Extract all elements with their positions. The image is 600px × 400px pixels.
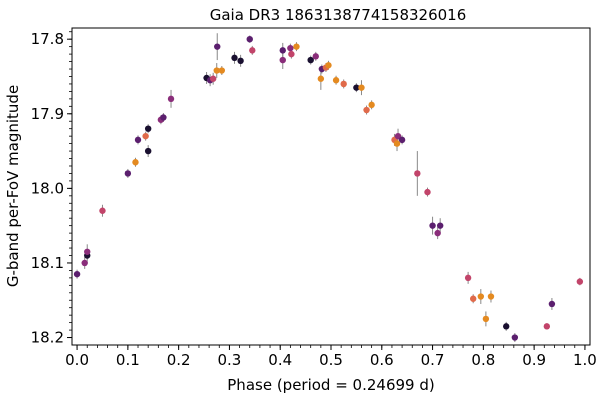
data-points [73, 35, 584, 341]
error-bars [76, 33, 581, 343]
data-point [368, 101, 375, 109]
data-point [325, 62, 332, 69]
y-tick-label: 18.1 [31, 254, 64, 272]
data-point [99, 207, 106, 214]
data-point [142, 132, 149, 140]
data-point [393, 140, 401, 147]
x-tick-label: 0.4 [268, 351, 292, 369]
data-point [487, 293, 495, 300]
y-tick-label: 18.0 [31, 179, 64, 197]
data-point [429, 222, 436, 229]
data-point [503, 323, 510, 330]
data-point [213, 67, 220, 74]
data-point [353, 84, 360, 91]
data-point [209, 75, 217, 82]
x-tick-label: 0.2 [167, 351, 191, 369]
data-point [464, 274, 472, 282]
data-point [340, 80, 347, 88]
plot-frame [71, 27, 591, 346]
data-point [132, 159, 139, 166]
data-point [307, 56, 314, 64]
data-point [214, 43, 221, 50]
data-point [469, 295, 477, 302]
data-point [231, 54, 238, 62]
data-point [279, 56, 286, 64]
x-tick-label: 0.8 [471, 351, 495, 369]
x-tick-label: 0.0 [65, 351, 89, 369]
x-axis-label: Phase (period = 0.24699 d) [227, 376, 434, 394]
data-point [84, 248, 91, 255]
y-axis: 17.8 17.9 18.0 18.1 18.2 [31, 30, 72, 347]
data-point [73, 270, 81, 278]
data-point [332, 77, 340, 84]
data-point [434, 229, 441, 237]
data-point [287, 44, 294, 52]
y-tick-label: 18.2 [31, 329, 64, 347]
data-point [312, 53, 319, 60]
data-point [511, 334, 519, 341]
data-point [288, 50, 295, 58]
data-point [543, 323, 551, 330]
data-point [237, 57, 244, 65]
x-tick-label: 0.5 [319, 351, 343, 369]
x-tick-label: 0.9 [522, 351, 546, 369]
data-point [358, 84, 365, 91]
y-axis-label: G-band per-FoV magnitude [4, 85, 22, 287]
data-point [482, 315, 490, 323]
data-point [293, 43, 300, 50]
data-point [576, 278, 584, 285]
data-point [249, 47, 256, 54]
data-point [477, 293, 485, 300]
data-point [363, 106, 370, 114]
data-point [167, 95, 175, 103]
x-tick-label: 0.3 [218, 351, 242, 369]
data-point [218, 67, 226, 74]
data-point [414, 170, 421, 177]
data-point [134, 136, 142, 144]
x-tick-label: 1.0 [573, 351, 597, 369]
x-axis: 0.0 0.1 0.2 0.3 0.4 0.5 0.6 0.7 0.8 0.9 1.0 [65, 345, 597, 369]
data-point [424, 188, 431, 196]
x-tick-label: 0.6 [370, 351, 394, 369]
data-point [246, 35, 253, 43]
y-tick-label: 17.9 [31, 105, 64, 123]
data-point [436, 222, 444, 229]
data-point [144, 125, 152, 132]
y-tick-label: 17.8 [31, 30, 64, 48]
data-point [394, 132, 402, 140]
data-point [279, 47, 286, 54]
data-point [160, 114, 167, 121]
chart-title: Gaia DR3 1863138774158326016 [210, 6, 467, 24]
data-point [398, 136, 406, 144]
data-point [548, 300, 556, 308]
x-tick-label: 0.1 [116, 351, 140, 369]
data-point [81, 259, 88, 267]
data-point [124, 170, 132, 177]
data-point [144, 147, 152, 155]
x-tick-label: 0.7 [421, 351, 445, 369]
data-point [317, 75, 325, 82]
